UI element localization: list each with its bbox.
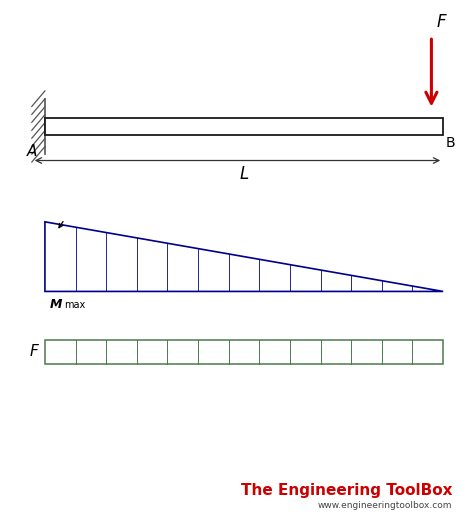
Text: L: L [239,165,249,183]
Text: B: B [446,136,455,150]
Text: www.engineeringtoolbox.com: www.engineeringtoolbox.com [318,502,453,511]
Text: A: A [27,144,37,159]
Bar [45,340,443,364]
Text: F: F [437,13,447,31]
Text: M: M [50,297,62,311]
Text: max: max [64,300,86,309]
Text: F: F [29,344,38,359]
Bar [45,118,443,135]
Polygon shape [45,222,443,291]
Text: The Engineering ToolBox: The Engineering ToolBox [241,482,453,498]
